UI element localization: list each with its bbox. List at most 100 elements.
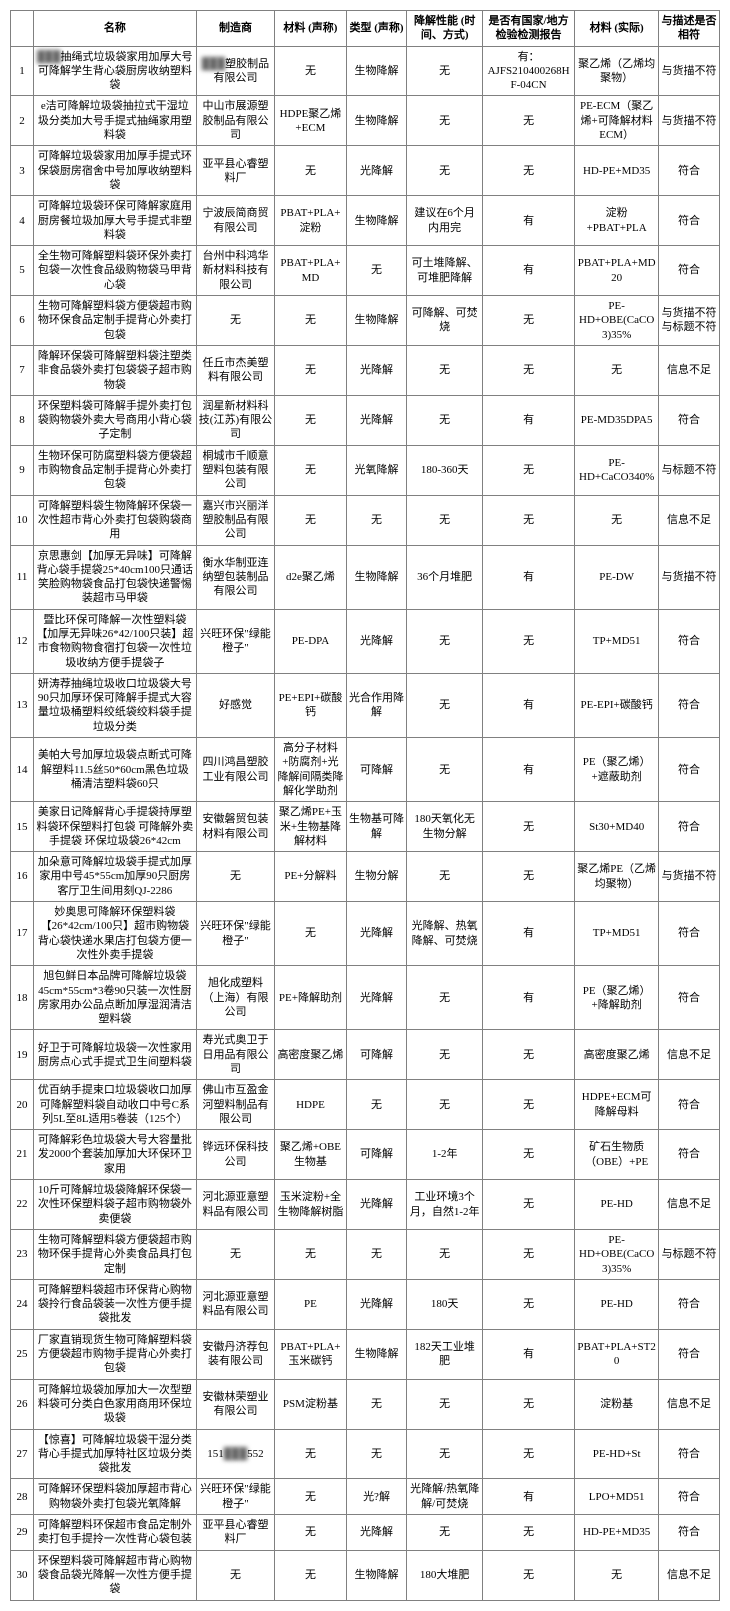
cell-idx: 15: [11, 802, 34, 852]
cell-mat1: PBAT+PLA+淀粉: [275, 196, 346, 246]
cell-name: 好卫于可降解垃圾袋一次性家用厨房点心式手提式卫生间塑料袋: [34, 1030, 197, 1080]
cell-mat2: HD-PE+MD35: [575, 1515, 659, 1551]
cell-type: 生物基可降解: [346, 802, 407, 852]
table-row: 18旭包鲜日本品牌可降解垃圾袋45cm*55cm*3卷90只装一次性厨房家用办公…: [11, 966, 720, 1030]
cell-consist: 信息不足: [659, 1180, 720, 1230]
cell-std: 无: [482, 1180, 574, 1230]
table-row: 24可降解塑料袋超市环保背心购物袋拎行食品袋装一次性方便手提袋批发河北源亚意塑料…: [11, 1279, 720, 1329]
cell-perf: 1-2年: [407, 1130, 483, 1180]
cell-perf: 无: [407, 1080, 483, 1130]
cell-std: 无: [482, 1229, 574, 1279]
cell-mat2: PBAT+PLA+MD20: [575, 246, 659, 296]
cell-name: 京思惠剑【加厚无异味】可降解背心袋手提袋25*40cm100只通话笑脸购物袋食品…: [34, 545, 197, 609]
cell-std: 有: [482, 1329, 574, 1379]
cell-std: 无: [482, 1429, 574, 1479]
cell-mat1: 无: [275, 1515, 346, 1551]
cell-consist: 与货描不符: [659, 852, 720, 902]
cell-name: 加朵意可降解垃圾袋手提式加厚家用中号45*55cm加厚90只厨房客厅卫生间用刻Q…: [34, 852, 197, 902]
cell-name: 生物可降解塑料袋方便袋超市购物环保手提背心外卖食品具打包定制: [34, 1229, 197, 1279]
cell-idx: 21: [11, 1130, 34, 1180]
cell-type: 光降解: [346, 609, 407, 673]
cell-mat2: 聚乙烯PE（乙烯均聚物）: [575, 852, 659, 902]
cell-std: 有: [482, 196, 574, 246]
cell-type: 光氧降解: [346, 445, 407, 495]
cell-consist: 符合: [659, 1279, 720, 1329]
cell-type: 可降解: [346, 1030, 407, 1080]
header-consist: 与描述是否相符: [659, 11, 720, 47]
table-row: 27【惊喜】可降解垃圾袋干湿分类背心手提式加厚特社区垃圾分类袋批发151███5…: [11, 1429, 720, 1479]
cell-mat2: 淀粉+PBAT+PLA: [575, 196, 659, 246]
cell-type: 无: [346, 1080, 407, 1130]
cell-type: 生物降解: [346, 1329, 407, 1379]
cell-mfr: 安徽林荣塑业有限公司: [196, 1379, 275, 1429]
cell-idx: 9: [11, 445, 34, 495]
table-row: 29可降解塑料环保超市食品定制外卖打包手提拎一次性背心袋包装亚平县心睿塑料厂无光…: [11, 1515, 720, 1551]
cell-mfr: 寿光式奥卫于日用品有限公司: [196, 1030, 275, 1080]
header-name: 名称: [34, 11, 197, 47]
cell-type: 光降解: [346, 345, 407, 395]
cell-mfr: 无: [196, 1550, 275, 1600]
cell-consist: 与货描不符: [659, 545, 720, 609]
data-table: 名称 制造商 材料 (声称) 类型 (声称) 降解性能 (时间、方式) 是否有国…: [10, 10, 720, 1601]
cell-std: 有： AJFS210400268HF-04CN: [482, 46, 574, 96]
cell-consist: 信息不足: [659, 1550, 720, 1600]
cell-mat1: 聚乙烯PE+玉米+生物基降解材料: [275, 802, 346, 852]
table-row: 12暨比环保可降解一次性塑料袋【加厚无异味26*42/100只装】超市食物购物食…: [11, 609, 720, 673]
cell-name: 【惊喜】可降解垃圾袋干湿分类背心手提式加厚特社区垃圾分类袋批发: [34, 1429, 197, 1479]
table-row: 9生物环保可防腐塑料袋方便袋超市购物食品定制手提背心外卖打包袋桐城市千顺意塑料包…: [11, 445, 720, 495]
cell-mat1: 无: [275, 1429, 346, 1479]
cell-std: 无: [482, 1550, 574, 1600]
cell-std: 无: [482, 1030, 574, 1080]
cell-type: 光降解: [346, 902, 407, 966]
cell-consist: 符合: [659, 802, 720, 852]
cell-mat2: PE-HD+CaCO340%: [575, 445, 659, 495]
cell-idx: 26: [11, 1379, 34, 1429]
cell-idx: 16: [11, 852, 34, 902]
cell-perf: 无: [407, 395, 483, 445]
cell-name: 旭包鲜日本品牌可降解垃圾袋45cm*55cm*3卷90只装一次性厨房家用办公品点…: [34, 966, 197, 1030]
cell-perf: 无: [407, 1379, 483, 1429]
cell-mfr: 安徽丹济荐包装有限公司: [196, 1329, 275, 1379]
cell-std: 无: [482, 296, 574, 346]
cell-mat1: 无: [275, 495, 346, 545]
cell-mat1: 无: [275, 395, 346, 445]
cell-name: 暨比环保可降解一次性塑料袋【加厚无异味26*42/100只装】超市食物购物食宿打…: [34, 609, 197, 673]
cell-idx: 5: [11, 246, 34, 296]
cell-consist: 与货描不符: [659, 46, 720, 96]
cell-type: 光降解: [346, 146, 407, 196]
table-row: 1███抽绳式垃圾袋家用加厚大号可降解学生背心袋厨房收纳塑料袋███塑胶制品有限…: [11, 46, 720, 96]
cell-name: 妍涛荐抽绳垃圾收口垃圾袋大号90只加厚环保可降解手提式大容量垃圾桶塑料绞纸袋绞料…: [34, 673, 197, 737]
table-body: 1███抽绳式垃圾袋家用加厚大号可降解学生背心袋厨房收纳塑料袋███塑胶制品有限…: [11, 46, 720, 1600]
cell-consist: 信息不足: [659, 495, 720, 545]
cell-mat2: 聚乙烯（乙烯均聚物）: [575, 46, 659, 96]
cell-mfr: 佛山市互盈金河塑料制品有限公司: [196, 1080, 275, 1130]
cell-type: 光降解: [346, 1515, 407, 1551]
cell-perf: 可土堆降解、可堆肥降解: [407, 246, 483, 296]
table-row: 30环保塑料袋可降解超市背心购物袋食品袋光降解一次性方便手提袋无无生物降解180…: [11, 1550, 720, 1600]
cell-std: 有: [482, 966, 574, 1030]
cell-consist: 符合: [659, 1130, 720, 1180]
cell-mat2: 矿石生物质（OBE）+PE: [575, 1130, 659, 1180]
cell-mat1: PBAT+PLA+玉米碳钙: [275, 1329, 346, 1379]
cell-perf: 180大堆肥: [407, 1550, 483, 1600]
cell-mat2: PE-HD+St: [575, 1429, 659, 1479]
cell-idx: 25: [11, 1329, 34, 1379]
cell-idx: 30: [11, 1550, 34, 1600]
table-row: 8环保塑料袋可降解手提外卖打包袋购物袋外卖大号商用小背心袋子定制润星新材料科技(…: [11, 395, 720, 445]
cell-name: 可降解塑料袋超市环保背心购物袋拎行食品袋装一次性方便手提袋批发: [34, 1279, 197, 1329]
cell-idx: 7: [11, 345, 34, 395]
cell-type: 无: [346, 246, 407, 296]
cell-perf: 建议在6个月内用完: [407, 196, 483, 246]
cell-consist: 与标题不符: [659, 1229, 720, 1279]
cell-std: 有: [482, 395, 574, 445]
cell-consist: 符合: [659, 1429, 720, 1479]
table-row: 16加朵意可降解垃圾袋手提式加厚家用中号45*55cm加厚90只厨房客厅卫生间用…: [11, 852, 720, 902]
cell-mat2: PE（聚乙烯）+遮蔽助剂: [575, 738, 659, 802]
cell-idx: 20: [11, 1080, 34, 1130]
cell-mat2: PE-HD: [575, 1180, 659, 1230]
table-row: 28可降解环保塑料袋加厚超市背心购物袋外卖打包袋光氧降解兴旺环保"绿能橙子"无光…: [11, 1479, 720, 1515]
cell-std: 有: [482, 246, 574, 296]
cell-consist: 符合: [659, 902, 720, 966]
table-row: 2210斤可降解垃圾袋降解环保袋一次性环保塑料袋子超市购物袋外卖便袋河北源亚意塑…: [11, 1180, 720, 1230]
cell-type: 生物降解: [346, 96, 407, 146]
